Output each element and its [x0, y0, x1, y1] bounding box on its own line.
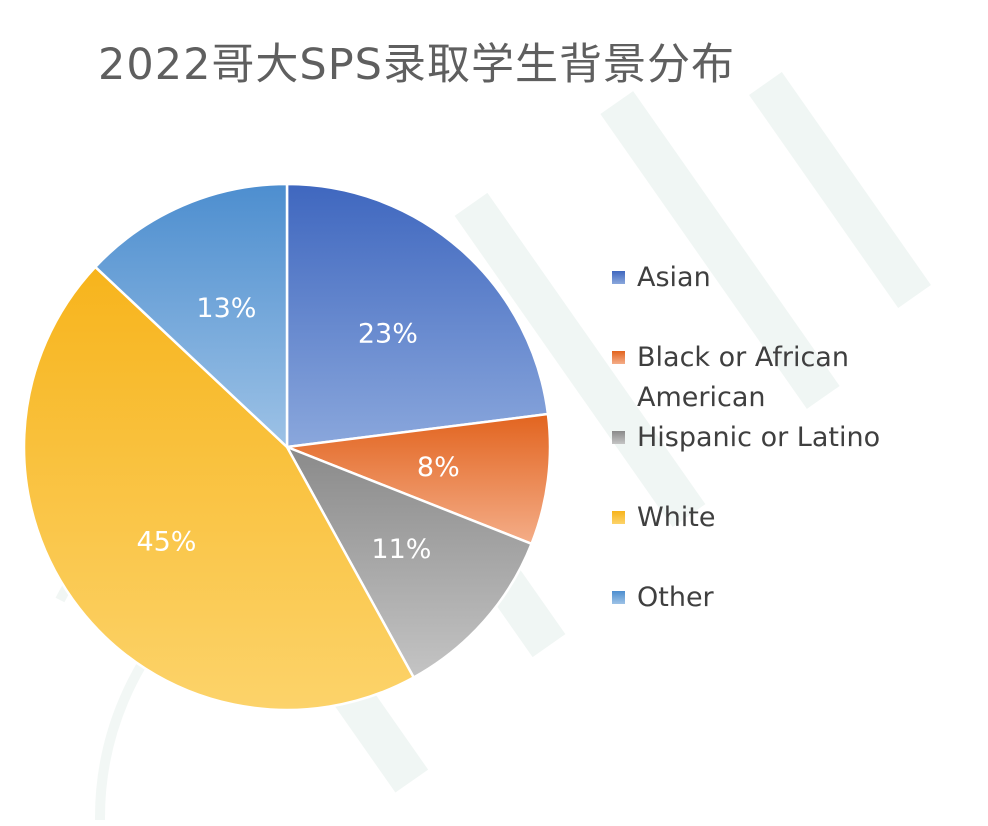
legend-item-asian: Asian — [612, 258, 972, 298]
legend-swatch — [612, 591, 625, 604]
legend-item-hispanic-or-latino: Hispanic or Latino — [612, 418, 972, 458]
legend-item-other: Other — [612, 578, 972, 618]
legend: Asian Black or African American Hispanic o… — [612, 258, 972, 618]
legend-item-black-or-african-american: Black or African American — [612, 338, 972, 418]
data-label-hispanic-or-latino: 11% — [371, 534, 431, 565]
pie-slice-hispanic-or-latino — [284, 444, 534, 680]
legend-swatch — [612, 271, 625, 284]
legend-label: White — [637, 502, 716, 533]
legend-swatch — [612, 431, 625, 444]
legend-label: Black or African American — [637, 342, 849, 413]
chart-title: 2022哥大SPS录取学生背景分布 — [98, 40, 735, 90]
pie-slice-white — [22, 265, 416, 712]
legend-swatch — [612, 351, 625, 364]
data-label-black-or-african-american: 8% — [417, 452, 460, 483]
data-label-white: 45% — [136, 526, 196, 557]
pie-slice-other — [93, 182, 289, 450]
legend-label: Other — [637, 582, 714, 613]
legend-label: Asian — [637, 262, 711, 293]
pie-slice-asian — [285, 182, 550, 449]
data-label-asian: 23% — [358, 319, 418, 350]
legend-swatch — [612, 511, 625, 524]
pie-slice-black-or-african-american — [286, 412, 552, 546]
legend-item-white: White — [612, 498, 972, 538]
data-label-other: 13% — [196, 293, 256, 324]
legend-label: Hispanic or Latino — [637, 422, 881, 453]
